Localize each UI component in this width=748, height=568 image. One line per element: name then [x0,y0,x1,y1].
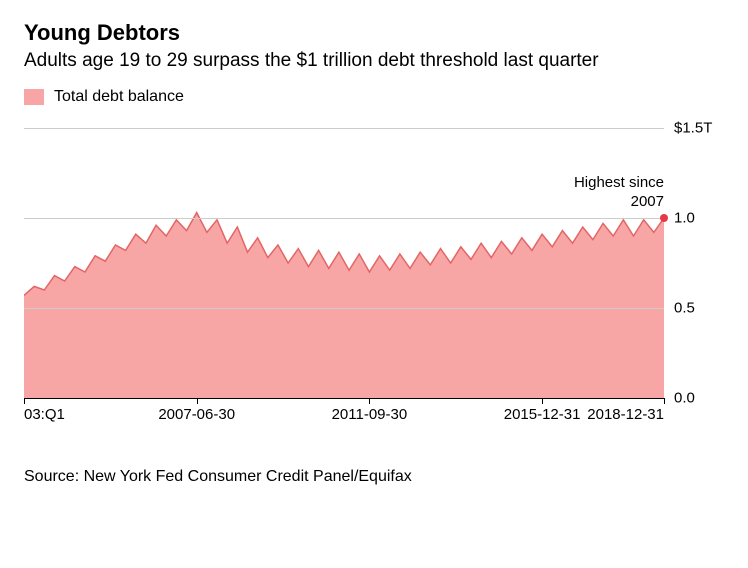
x-tick [24,398,25,404]
x-axis: 03:Q1 2007-06-30 2011-09-30 2015-12-31 2018-… [24,406,664,430]
x-tick [197,398,198,404]
source-text: Source: New York Fed Consumer Credit Pan… [24,468,724,486]
page-subtitle: Adults age 19 to 29 surpass the $1 trill… [24,48,724,74]
annotation: Highest since2007 [574,174,664,212]
x-tick [664,398,665,404]
y-tick-label: 0.0 [674,390,695,407]
legend-label: Total debt balance [54,88,184,106]
x-tick-label: 2018-12-31 [587,406,664,423]
end-point-dot [660,214,668,222]
x-tick [542,398,543,404]
x-tick-label: 2007-06-30 [158,406,235,423]
debt-chart: Highest since2007 03:Q1 2007-06-30 2011-09… [24,128,724,428]
x-tick [369,398,370,404]
legend: Total debt balance [24,88,724,106]
gridline [24,308,664,309]
y-tick-label: 1.0 [674,210,695,227]
x-tick-label: 03:Q1 [24,406,65,423]
baseline [24,398,664,399]
x-tick-label: 2011-09-30 [332,406,408,423]
legend-swatch [24,89,44,105]
annotation-line2: 2007 [574,193,664,212]
area-fill [24,128,664,398]
page-title: Young Debtors [24,20,724,46]
gridline [24,128,664,129]
y-tick-label: 0.5 [674,300,695,317]
x-tick-label: 2015-12-31 [504,406,581,423]
annotation-line1: Highest since [574,174,664,193]
y-tick-label: $1.5T [674,120,712,137]
gridline [24,218,664,219]
